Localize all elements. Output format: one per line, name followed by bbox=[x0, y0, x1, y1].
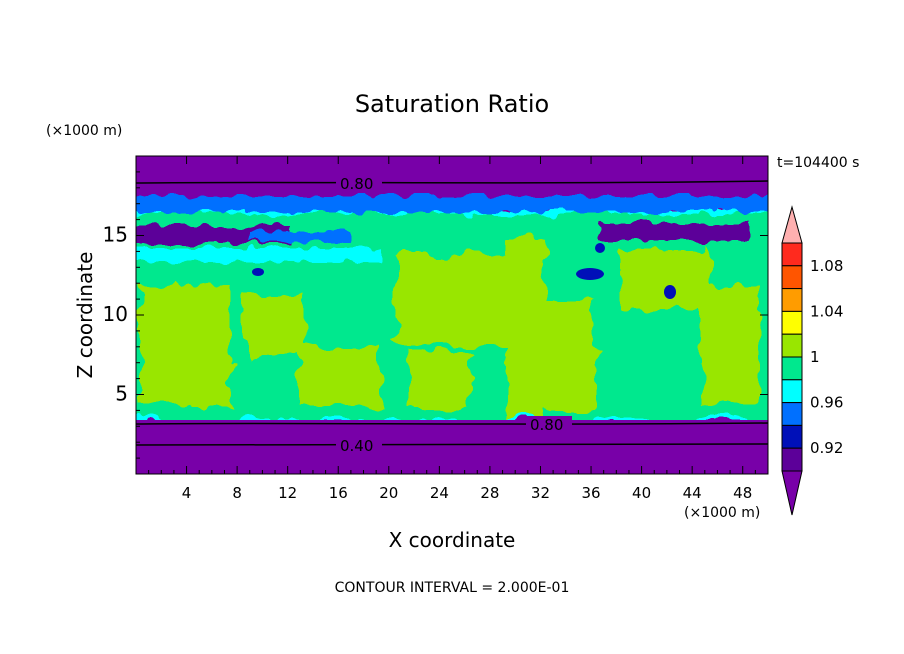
contour-label-bg-3 bbox=[336, 437, 382, 453]
chart-title: Saturation Ratio bbox=[355, 90, 549, 118]
contour-label-bg-2 bbox=[526, 416, 572, 432]
dry-cell-1 bbox=[576, 268, 604, 280]
x-tick-label: 16 bbox=[329, 484, 348, 502]
x-tick-label: 8 bbox=[232, 484, 242, 502]
colorbar-segment bbox=[781, 242, 803, 267]
colorbar-segment bbox=[781, 447, 803, 472]
colorbar-segment bbox=[781, 265, 803, 290]
colorbar-segment bbox=[781, 402, 803, 426]
lime-patch-2 bbox=[245, 295, 305, 355]
colorbar-segment bbox=[781, 333, 803, 358]
lime-patch-1 bbox=[140, 285, 230, 405]
dry-patch-2 bbox=[600, 222, 750, 242]
band-094-top bbox=[136, 196, 768, 212]
y-axis-unit: (×1000 m) bbox=[46, 123, 122, 139]
x-tick-label: 36 bbox=[581, 484, 600, 502]
x-tick-label: 44 bbox=[683, 484, 702, 502]
colorbar-tick-label: 0.96 bbox=[810, 394, 843, 412]
blue-strip bbox=[250, 232, 350, 242]
x-tick-label: 48 bbox=[733, 484, 752, 502]
x-tick-label: 32 bbox=[531, 484, 550, 502]
contour-line-040 bbox=[136, 443, 768, 446]
colorbar-tick-label: 1.04 bbox=[810, 302, 843, 320]
x-tick-label: 24 bbox=[430, 484, 449, 502]
x-axis-ticks: 4 8 12 16 20 24 28 32 36 40 44 48 bbox=[148, 156, 756, 502]
colorbar-bottom-arrow bbox=[781, 470, 803, 516]
contour-label-040: 0.40 bbox=[340, 437, 373, 455]
x-axis-label: X coordinate bbox=[389, 528, 516, 552]
colorbar-top-arrow bbox=[781, 205, 803, 244]
lime-patch-9 bbox=[700, 285, 760, 405]
contour-line-080-bottom bbox=[136, 422, 768, 425]
colorbar-tick-label: 1 bbox=[810, 348, 820, 366]
colorbar-tick-label: 0.92 bbox=[810, 439, 843, 457]
y-axis-ticks: 5 10 15 bbox=[103, 171, 768, 459]
x-tick-label: 20 bbox=[379, 484, 398, 502]
colorbar-segment bbox=[781, 379, 803, 404]
contour-label-080-bottom: 0.80 bbox=[530, 416, 563, 434]
x-tick-label: 28 bbox=[480, 484, 499, 502]
colorbar-tick-label: 1.08 bbox=[810, 257, 843, 275]
contour-label-bg-1 bbox=[336, 175, 382, 191]
bottom-dry-band bbox=[136, 420, 768, 474]
cyan-strip bbox=[136, 248, 380, 262]
lime-patches bbox=[140, 240, 760, 420]
colorbar-segment bbox=[781, 424, 803, 449]
lime-patch-5 bbox=[410, 350, 470, 410]
y-tick-label: 15 bbox=[103, 223, 128, 247]
contour-field: 0.80 0.80 0.40 bbox=[136, 156, 768, 474]
dry-cell-4 bbox=[252, 268, 264, 276]
dry-cell-3 bbox=[595, 243, 605, 253]
lime-patch-7 bbox=[545, 300, 595, 410]
contour-label-080-top: 0.80 bbox=[340, 175, 373, 193]
lime-patch-6 bbox=[505, 240, 545, 420]
y-tick-label: 5 bbox=[115, 382, 128, 406]
lime-patch-8 bbox=[620, 250, 710, 310]
colorbar: 0.92 0.96 1 1.04 1.08 bbox=[781, 205, 843, 516]
upper-layer bbox=[136, 196, 768, 262]
contour-interval-footer: CONTOUR INTERVAL = 2.000E-01 bbox=[335, 580, 570, 596]
colorbar-segment bbox=[781, 356, 803, 381]
dry-cell-2 bbox=[664, 285, 676, 299]
lime-patch-3 bbox=[300, 345, 380, 405]
dry-cells bbox=[252, 243, 676, 299]
colorbar-segment bbox=[781, 288, 803, 312]
colorbar-segment bbox=[781, 310, 803, 335]
time-label: t=104400 s bbox=[777, 155, 859, 171]
x-axis-unit: (×1000 m) bbox=[684, 505, 760, 521]
x-tick-label: 40 bbox=[632, 484, 651, 502]
x-tick-label: 12 bbox=[278, 484, 297, 502]
top-dry-band bbox=[136, 156, 768, 193]
contour-line-080-top bbox=[136, 180, 768, 184]
y-axis-label: Z coordinate bbox=[73, 252, 97, 379]
y-tick-label: 10 bbox=[103, 302, 128, 326]
x-tick-label: 4 bbox=[182, 484, 192, 502]
lime-patch-4 bbox=[395, 255, 505, 345]
